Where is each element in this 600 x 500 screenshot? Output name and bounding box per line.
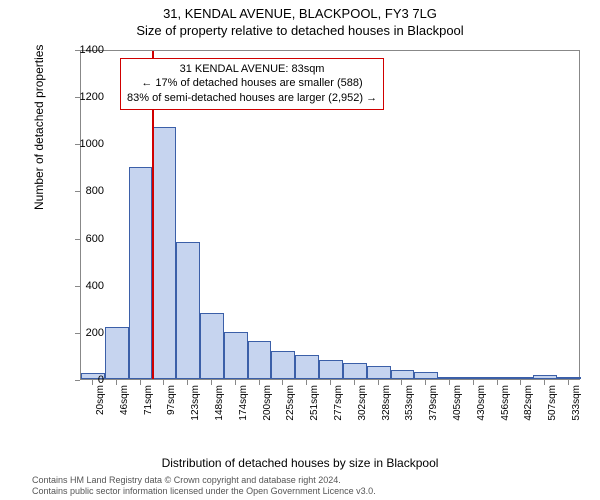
x-tick-mark <box>354 380 355 385</box>
histogram-bar <box>557 377 581 379</box>
x-tick-mark <box>425 380 426 385</box>
x-tick-label: 353sqm <box>404 385 415 421</box>
y-tick-mark <box>75 286 80 287</box>
histogram-bar <box>271 351 295 379</box>
histogram-bar <box>200 313 224 379</box>
x-tick-label: 225sqm <box>285 385 296 421</box>
x-tick-mark <box>401 380 402 385</box>
x-tick-label: 482sqm <box>523 385 534 421</box>
histogram-bar <box>319 360 343 379</box>
y-tick-label: 1400 <box>64 44 104 56</box>
histogram-bar <box>414 372 438 379</box>
x-tick-label: 123sqm <box>190 385 201 421</box>
y-tick-label: 800 <box>64 185 104 197</box>
histogram-bar <box>510 377 534 379</box>
histogram-bar <box>438 377 462 379</box>
x-tick-mark <box>187 380 188 385</box>
x-tick-mark <box>449 380 450 385</box>
x-tick-mark <box>330 380 331 385</box>
y-tick-mark <box>75 191 80 192</box>
x-tick-label: 148sqm <box>214 385 225 421</box>
callout-line-1: 31 KENDAL AVENUE: 83sqm <box>127 62 377 76</box>
x-tick-mark <box>140 380 141 385</box>
x-tick-mark <box>378 380 379 385</box>
x-tick-label: 456sqm <box>500 385 511 421</box>
x-tick-label: 20sqm <box>95 385 106 415</box>
callout-line-3: 83% of semi-detached houses are larger (… <box>127 91 377 105</box>
histogram-bar <box>176 242 200 379</box>
y-tick-mark <box>75 97 80 98</box>
y-tick-label: 600 <box>64 233 104 245</box>
histogram-bar <box>105 327 129 379</box>
histogram-bar <box>391 370 415 379</box>
x-tick-label: 200sqm <box>262 385 273 421</box>
histogram-bar <box>533 375 557 379</box>
histogram-bar <box>129 167 153 379</box>
histogram-bar <box>152 127 176 379</box>
page-title-address: 31, KENDAL AVENUE, BLACKPOOL, FY3 7LG <box>0 6 600 21</box>
y-tick-mark <box>75 239 80 240</box>
x-tick-mark <box>497 380 498 385</box>
x-tick-label: 533sqm <box>571 385 582 421</box>
title-block: 31, KENDAL AVENUE, BLACKPOOL, FY3 7LG Si… <box>0 0 600 38</box>
x-tick-label: 507sqm <box>547 385 558 421</box>
x-tick-mark <box>544 380 545 385</box>
x-tick-label: 46sqm <box>119 385 130 415</box>
x-tick-label: 251sqm <box>309 385 320 421</box>
x-axis-label: Distribution of detached houses by size … <box>0 456 600 470</box>
histogram-bar <box>486 377 510 379</box>
x-tick-mark <box>568 380 569 385</box>
x-tick-label: 328sqm <box>381 385 392 421</box>
x-tick-label: 71sqm <box>143 385 154 415</box>
y-tick-mark <box>75 380 80 381</box>
histogram-bar <box>248 341 272 379</box>
y-tick-mark <box>75 333 80 334</box>
x-tick-label: 97sqm <box>166 385 177 415</box>
footer-line-2: Contains public sector information licen… <box>32 486 376 497</box>
histogram-bar <box>224 332 248 379</box>
callout-line-2: ← 17% of detached houses are smaller (58… <box>127 76 377 90</box>
x-tick-label: 174sqm <box>238 385 249 421</box>
x-tick-mark <box>306 380 307 385</box>
x-tick-mark <box>163 380 164 385</box>
y-tick-label: 200 <box>64 327 104 339</box>
y-tick-label: 1000 <box>64 138 104 150</box>
x-tick-mark <box>259 380 260 385</box>
y-axis-label: Number of detached properties <box>32 45 46 210</box>
x-tick-label: 277sqm <box>333 385 344 421</box>
x-tick-mark <box>473 380 474 385</box>
x-tick-mark <box>235 380 236 385</box>
y-tick-label: 400 <box>64 280 104 292</box>
page-subtitle: Size of property relative to detached ho… <box>0 23 600 38</box>
footer-attribution: Contains HM Land Registry data © Crown c… <box>32 475 376 498</box>
x-tick-mark <box>92 380 93 385</box>
x-tick-label: 430sqm <box>476 385 487 421</box>
y-tick-mark <box>75 50 80 51</box>
histogram-bar <box>462 377 486 379</box>
y-tick-mark <box>75 144 80 145</box>
x-tick-mark <box>282 380 283 385</box>
footer-line-1: Contains HM Land Registry data © Crown c… <box>32 475 376 486</box>
y-tick-label: 1200 <box>64 91 104 103</box>
x-tick-label: 379sqm <box>428 385 439 421</box>
callout-box: 31 KENDAL AVENUE: 83sqm ← 17% of detache… <box>120 58 384 110</box>
x-tick-mark <box>520 380 521 385</box>
x-tick-mark <box>116 380 117 385</box>
x-tick-mark <box>211 380 212 385</box>
histogram-bar <box>367 366 391 379</box>
histogram-bar <box>343 363 367 380</box>
x-tick-label: 302sqm <box>357 385 368 421</box>
chart-container: 31, KENDAL AVENUE, BLACKPOOL, FY3 7LG Si… <box>0 0 600 500</box>
histogram-bar <box>295 355 319 379</box>
x-tick-label: 405sqm <box>452 385 463 421</box>
